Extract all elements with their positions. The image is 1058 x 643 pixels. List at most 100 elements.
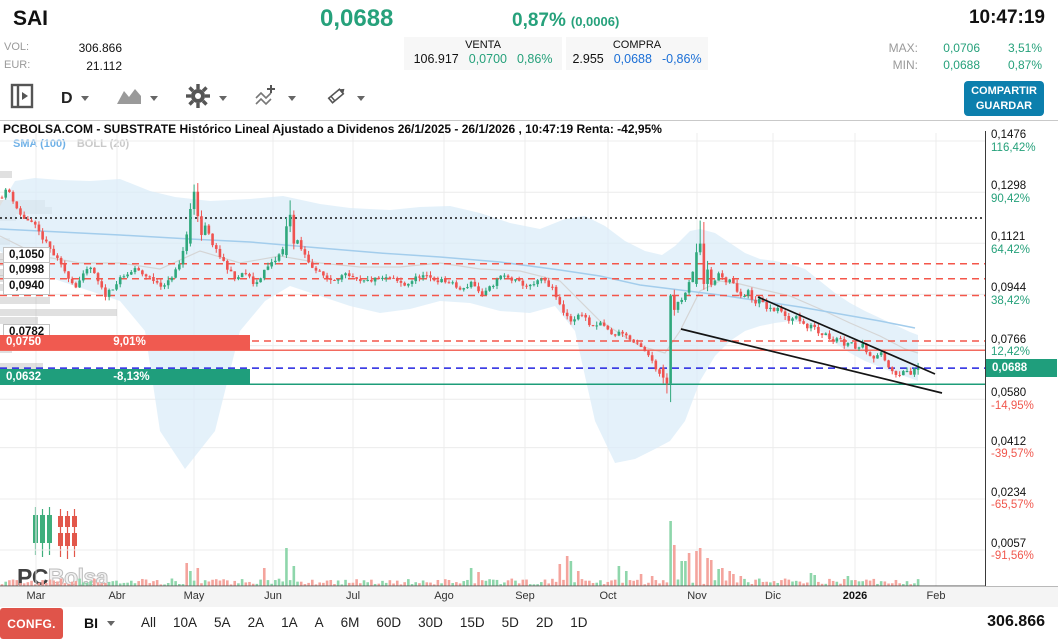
panel-toggle-button[interactable] bbox=[10, 83, 34, 114]
last-price: 0,0688 bbox=[320, 5, 394, 32]
min-price: 0,0688 bbox=[943, 58, 980, 72]
config-button[interactable]: CONFG. bbox=[0, 608, 63, 639]
change-absolute: (0,0006) bbox=[570, 14, 620, 29]
x-axis-month-label: Ago bbox=[434, 590, 454, 602]
x-axis-month-label: Oct bbox=[599, 590, 617, 602]
bid-box: COMPRA 2.955 0,0688 -0,86% bbox=[566, 37, 708, 70]
y-axis-tick: 0,0580 -14,95% bbox=[991, 387, 1034, 412]
time-axis[interactable]: Mar Abr May Jun Jul Ago Sep Oct Nov Dic 2026 Feb bbox=[0, 586, 1058, 608]
panel-toggle-icon bbox=[10, 83, 34, 114]
timeframe-selector[interactable]: D bbox=[61, 90, 89, 108]
current-price-badge: 0,0688 bbox=[986, 359, 1057, 378]
range-button-2a[interactable]: 2A bbox=[247, 615, 265, 630]
x-axis-month-label: Jul bbox=[345, 590, 361, 602]
ask-percent: 0,86% bbox=[516, 52, 553, 66]
y-axis-tick: 0,0766 12,42% bbox=[991, 333, 1031, 359]
ask-label: VENTA bbox=[465, 39, 501, 51]
range-button-60d[interactable]: 60D bbox=[376, 615, 402, 630]
chart-toolbar: D bbox=[0, 78, 1058, 119]
eur-label: EUR: bbox=[4, 59, 31, 71]
price-axis[interactable]: 0,1476 116,42% 0,1298 90,42% 0,1121 64,42% 0,0… bbox=[985, 129, 1058, 586]
add-indicator-icon bbox=[254, 84, 280, 113]
x-axis-month-label: Sep bbox=[515, 590, 535, 602]
resistance-alert-badge: 0,0750 9,01% bbox=[0, 335, 250, 351]
bid-label: COMPRA bbox=[612, 39, 662, 51]
chevron-down-icon bbox=[149, 96, 158, 101]
volume-label: VOL: bbox=[4, 41, 30, 53]
save-label: GUARDAR bbox=[975, 99, 1033, 112]
draw-tools-button[interactable] bbox=[323, 84, 365, 113]
eur-stat: EUR: 21.112 bbox=[0, 59, 122, 73]
max-percent: 3,51% bbox=[1007, 41, 1042, 55]
price-change: 0,87% (0,0006) bbox=[512, 10, 619, 32]
range-button-2d[interactable]: 2D bbox=[535, 615, 554, 630]
settings-button[interactable] bbox=[185, 83, 227, 114]
min-row: MIN: 0,0688 0,87% bbox=[884, 58, 1042, 72]
chevron-down-icon bbox=[287, 96, 296, 101]
pencil-icon bbox=[323, 84, 349, 113]
y-axis-tick: 0,1121 64,42% bbox=[991, 231, 1031, 256]
support-level-label: 0,0998 bbox=[3, 261, 51, 279]
range-button-5a[interactable]: 5A bbox=[214, 615, 231, 630]
x-axis-month-label: Jun bbox=[264, 590, 282, 602]
max-row: MAX: 0,0706 3,51% bbox=[884, 41, 1042, 55]
y-axis-tick: 0,1298 90,42% bbox=[991, 180, 1031, 205]
x-axis-month-label: Dic bbox=[765, 590, 781, 602]
min-label: MIN: bbox=[892, 58, 918, 72]
eur-value: 21.112 bbox=[86, 59, 122, 73]
change-percent: 0,87% bbox=[512, 10, 566, 31]
y-axis-tick: 0,0944 38,42% bbox=[991, 282, 1031, 307]
range-buttons: All 10A 5A 2A 1A A 6M 60D 30D 15D 5D 2D 1D bbox=[141, 615, 587, 630]
add-indicator-button[interactable] bbox=[254, 84, 296, 113]
y-axis-tick: 0,0234 -65,57% bbox=[991, 486, 1034, 512]
share-label: COMPARTIR bbox=[971, 84, 1037, 97]
range-button-1a[interactable]: 1A bbox=[281, 615, 298, 630]
gear-icon bbox=[185, 83, 211, 114]
x-axis-month-label: Nov bbox=[687, 590, 707, 602]
range-button-5d[interactable]: 5D bbox=[501, 615, 519, 630]
ask-price: 0,0700 bbox=[468, 52, 507, 66]
x-axis-month-label: Abr bbox=[108, 590, 126, 602]
x-axis-month-label: Mar bbox=[26, 590, 46, 602]
range-button-6m[interactable]: 6M bbox=[340, 615, 360, 630]
bid-quantity: 2.955 bbox=[572, 52, 604, 66]
chevron-down-icon bbox=[356, 96, 365, 101]
y-axis-tick: 0,0412 -39,57% bbox=[991, 435, 1034, 461]
x-axis-month-label: 2026 bbox=[842, 590, 868, 602]
range-button-15d[interactable]: 15D bbox=[459, 615, 485, 630]
session-volume: 306.866 bbox=[987, 613, 1045, 630]
max-label: MAX: bbox=[888, 41, 918, 55]
range-button-a[interactable]: A bbox=[314, 615, 324, 630]
support-alert-badge: 0,0632 -8,13% bbox=[0, 369, 250, 386]
ask-quantity: 106.917 bbox=[413, 52, 459, 66]
x-axis-month-label: May bbox=[183, 590, 205, 602]
y-axis-tick: 0,0057 -91,56% bbox=[991, 537, 1034, 563]
chart-area: PCBOLSA.COM - SUBSTRATE Histórico Lineal… bbox=[0, 120, 1058, 608]
timeframe-value: D bbox=[61, 89, 73, 107]
max-price: 0,0706 bbox=[943, 41, 980, 55]
chevron-down-icon bbox=[107, 620, 115, 626]
indicator-selector-label: BI bbox=[84, 615, 98, 631]
support-level-label: 0,0940 bbox=[3, 278, 51, 296]
indicator-selector[interactable]: BI bbox=[84, 615, 115, 631]
share-save-button[interactable]: COMPARTIR GUARDAR bbox=[964, 81, 1044, 116]
range-button-1d[interactable]: 1D bbox=[570, 615, 588, 630]
price-chart-canvas[interactable] bbox=[0, 131, 985, 586]
chevron-down-icon bbox=[218, 96, 227, 101]
y-axis-tick: 0,1476 116,42% bbox=[991, 129, 1036, 154]
header: SAI VOL: 306.866 EUR: 21.112 0,0688 0,87… bbox=[0, 0, 1058, 78]
range-button-10a[interactable]: 10A bbox=[173, 615, 198, 630]
chart-type-button[interactable] bbox=[116, 87, 158, 110]
min-percent: 0,87% bbox=[1007, 58, 1042, 72]
symbol-name: SAI bbox=[13, 7, 49, 30]
mountain-chart-icon bbox=[116, 87, 142, 110]
bid-percent: -0,86% bbox=[661, 52, 702, 66]
chart-title: PCBOLSA.COM - SUBSTRATE Histórico Lineal… bbox=[3, 122, 662, 136]
clock: 10:47:19 bbox=[968, 7, 1045, 28]
range-button-all[interactable]: All bbox=[141, 615, 157, 630]
bottom-toolbar: CONFG. BI All 10A 5A 2A 1A A 6M 60D 30D 15D 5D 2D 1D… bbox=[0, 607, 1058, 643]
range-button-30d[interactable]: 30D bbox=[418, 615, 443, 630]
volume-stat: VOL: 306.866 bbox=[0, 41, 122, 55]
volume-value: 306.866 bbox=[78, 41, 122, 55]
